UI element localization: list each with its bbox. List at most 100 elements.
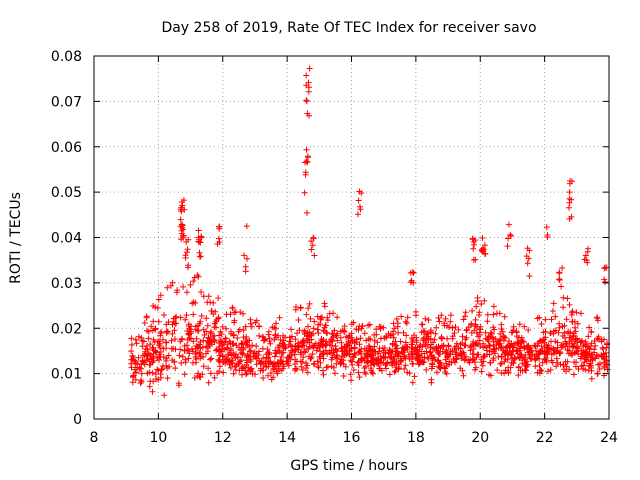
data-point — [462, 313, 468, 320]
data-point — [298, 351, 305, 358]
data-point — [350, 319, 357, 326]
data-point — [430, 354, 437, 361]
data-point — [268, 376, 275, 383]
data-point — [487, 329, 494, 336]
data-point — [321, 300, 328, 307]
data-point — [426, 349, 433, 356]
data-point — [281, 343, 288, 350]
data-point — [569, 308, 576, 315]
data-point — [329, 331, 336, 338]
data-point — [373, 331, 380, 338]
x-tick-label: 16 — [343, 430, 361, 446]
data-point — [559, 323, 566, 330]
data-point — [567, 329, 574, 336]
data-point — [499, 328, 506, 335]
data-point — [196, 239, 203, 245]
data-point — [196, 253, 203, 260]
x-tick-label: 18 — [407, 430, 425, 446]
data-point — [155, 296, 162, 303]
data-point — [179, 335, 186, 342]
data-point — [367, 336, 374, 343]
data-point — [207, 330, 214, 337]
data-point — [574, 338, 581, 344]
data-point — [182, 359, 189, 366]
data-point — [491, 326, 498, 333]
data-point — [243, 333, 250, 340]
data-point — [356, 341, 363, 348]
data-point — [303, 158, 310, 165]
data-point — [224, 341, 231, 348]
data-point — [487, 359, 494, 366]
data-point — [303, 72, 310, 79]
data-point — [601, 364, 608, 371]
data-point — [347, 357, 354, 364]
data-point — [328, 347, 335, 354]
data-point — [348, 337, 354, 344]
data-point — [553, 363, 560, 370]
data-point — [243, 223, 250, 230]
data-point — [542, 316, 549, 323]
data-point — [135, 354, 142, 361]
data-point — [355, 211, 361, 218]
data-point — [185, 355, 192, 362]
data-point — [128, 348, 135, 355]
data-point — [181, 347, 188, 354]
data-point — [315, 363, 322, 370]
data-point — [398, 357, 405, 364]
data-point — [541, 344, 548, 351]
data-point — [160, 345, 167, 352]
data-point — [408, 348, 415, 355]
data-point — [150, 378, 157, 385]
data-point — [536, 355, 543, 362]
data-point — [129, 356, 136, 363]
data-point — [193, 349, 200, 356]
data-point — [138, 370, 145, 377]
data-point — [172, 365, 179, 372]
data-point — [304, 159, 311, 166]
data-point — [442, 356, 449, 363]
data-point — [184, 246, 191, 253]
data-point — [195, 345, 202, 351]
data-point — [436, 318, 443, 325]
data-point — [217, 336, 224, 343]
data-point — [403, 332, 410, 339]
data-point — [513, 329, 520, 336]
data-point — [374, 339, 381, 346]
data-point — [183, 312, 190, 319]
data-point — [482, 335, 489, 342]
data-point — [388, 353, 395, 360]
data-point — [218, 348, 225, 355]
data-point — [358, 325, 365, 332]
data-point — [583, 356, 590, 363]
data-point — [320, 371, 327, 378]
data-point — [573, 309, 580, 316]
data-point — [538, 321, 545, 327]
y-tick-label: 0.06 — [51, 140, 82, 156]
data-point — [161, 392, 168, 399]
data-point — [409, 360, 416, 367]
data-point — [459, 333, 466, 340]
data-point — [378, 359, 385, 366]
data-point — [467, 344, 474, 351]
data-point — [243, 371, 250, 378]
data-point — [241, 252, 248, 259]
data-point — [461, 342, 468, 349]
data-point — [330, 310, 337, 317]
data-point — [252, 319, 259, 326]
data-point — [149, 388, 156, 395]
data-point — [171, 358, 178, 365]
data-point — [203, 315, 210, 322]
data-point — [507, 231, 514, 238]
data-point — [386, 346, 393, 353]
data-point — [552, 327, 559, 334]
data-point — [487, 372, 494, 379]
data-point — [348, 330, 355, 337]
data-point — [344, 350, 351, 357]
data-point — [276, 314, 283, 321]
data-point — [521, 344, 527, 351]
data-point — [236, 358, 243, 365]
data-point — [139, 337, 146, 344]
data-point — [308, 246, 315, 253]
data-point — [207, 370, 214, 377]
data-point — [391, 325, 398, 332]
